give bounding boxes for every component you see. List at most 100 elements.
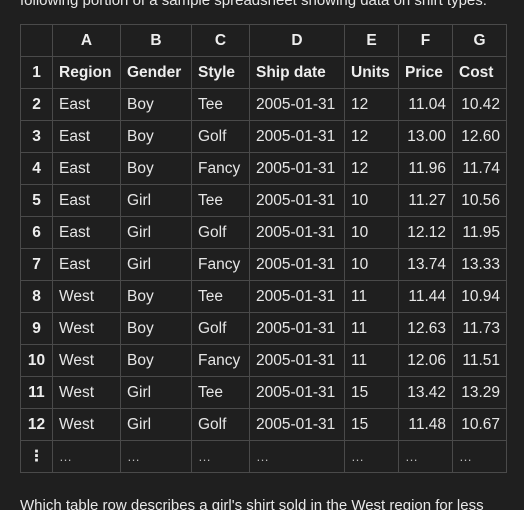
column-header-d: D <box>249 24 345 57</box>
row-number: 3 <box>20 120 53 153</box>
row-number: 4 <box>20 152 53 185</box>
table-row: 3 East Boy Golf 2005-01-31 12 13.00 12.6… <box>20 120 507 153</box>
cell-style: Tee <box>191 184 250 217</box>
cell-units: 10 <box>344 216 399 249</box>
cell-ship-date: 2005-01-31 <box>249 88 345 121</box>
cell-ship-date: 2005-01-31 <box>249 120 345 153</box>
cell-price: 11.44 <box>398 280 453 313</box>
cell-region: West <box>52 376 121 409</box>
field-header-cost: Cost <box>452 56 507 89</box>
cell-units: 15 <box>344 376 399 409</box>
cell-cost: 13.33 <box>452 248 507 281</box>
cell-price: 13.00 <box>398 120 453 153</box>
corner-cell <box>20 24 53 57</box>
table-row: 2 East Boy Tee 2005-01-31 12 11.04 10.42 <box>20 88 507 121</box>
outro-text: Which table row describes a girl's shirt… <box>20 497 484 510</box>
table-row: 4 East Boy Fancy 2005-01-31 12 11.96 11.… <box>20 152 507 185</box>
cell-style: Fancy <box>191 248 250 281</box>
cell-style: Tee <box>191 88 250 121</box>
cell-cost: 11.51 <box>452 344 507 377</box>
row-number: 2 <box>20 88 53 121</box>
cell-gender: Girl <box>120 376 192 409</box>
cell-units: 12 <box>344 120 399 153</box>
cell-gender: Boy <box>120 312 192 345</box>
cell-style: Golf <box>191 216 250 249</box>
row-number: 5 <box>20 184 53 217</box>
cell-gender: Girl <box>120 184 192 217</box>
field-header-gender: Gender <box>120 56 192 89</box>
cell-gender: Boy <box>120 120 192 153</box>
row-number: 6 <box>20 216 53 249</box>
cell-price: 11.48 <box>398 408 453 441</box>
cell-cost: 11.73 <box>452 312 507 345</box>
cell-gender: Boy <box>120 152 192 185</box>
cell-cost: 10.56 <box>452 184 507 217</box>
cell-style: Fancy <box>191 344 250 377</box>
cell-price: 11.04 <box>398 88 453 121</box>
row-number: 12 <box>20 408 53 441</box>
cell-units: 15 <box>344 408 399 441</box>
table-row: 8 West Boy Tee 2005-01-31 11 11.44 10.94 <box>20 280 507 313</box>
cell-units: 10 <box>344 248 399 281</box>
field-header-units: Units <box>344 56 399 89</box>
cell-units: 11 <box>344 280 399 313</box>
cell-region: East <box>52 88 121 121</box>
cell-region: East <box>52 184 121 217</box>
cell-ship-date: 2005-01-31 <box>249 184 345 217</box>
cell-ship-date: 2005-01-31 <box>249 152 345 185</box>
cell-gender: Boy <box>120 344 192 377</box>
table-row: 11 West Girl Tee 2005-01-31 15 13.42 13.… <box>20 376 507 409</box>
cell-ship-date: 2005-01-31 <box>249 376 345 409</box>
cell-gender: Girl <box>120 248 192 281</box>
spreadsheet-table: A B C D E F G 1 Region Gender Style Ship… <box>20 24 507 473</box>
row-number: 11 <box>20 376 53 409</box>
ellipsis-cell: … <box>344 440 399 473</box>
cell-ship-date: 2005-01-31 <box>249 280 345 313</box>
cell-region: West <box>52 344 121 377</box>
table-row: 9 West Boy Golf 2005-01-31 11 12.63 11.7… <box>20 312 507 345</box>
column-header-f: F <box>398 24 453 57</box>
ellipsis-cell: … <box>398 440 453 473</box>
cell-cost: 11.74 <box>452 152 507 185</box>
cell-price: 12.12 <box>398 216 453 249</box>
table-row: 6 East Girl Golf 2005-01-31 10 12.12 11.… <box>20 216 507 249</box>
intro-text: following portion of a sample spreadshee… <box>20 0 487 9</box>
table-row: 10 West Boy Fancy 2005-01-31 11 12.06 11… <box>20 344 507 377</box>
cell-cost: 10.67 <box>452 408 507 441</box>
field-header-price: Price <box>398 56 453 89</box>
cell-units: 12 <box>344 152 399 185</box>
cell-region: East <box>52 152 121 185</box>
ellipsis-cell: … <box>52 440 121 473</box>
cell-gender: Boy <box>120 280 192 313</box>
cell-region: West <box>52 312 121 345</box>
table-row: 5 East Girl Tee 2005-01-31 10 11.27 10.5… <box>20 184 507 217</box>
cell-cost: 11.95 <box>452 216 507 249</box>
cell-style: Golf <box>191 408 250 441</box>
row-number: 10 <box>20 344 53 377</box>
cell-price: 11.27 <box>398 184 453 217</box>
cell-style: Golf <box>191 120 250 153</box>
cell-units: 12 <box>344 88 399 121</box>
row-number: 7 <box>20 248 53 281</box>
cell-ship-date: 2005-01-31 <box>249 216 345 249</box>
cell-region: East <box>52 248 121 281</box>
field-header-row: 1 Region Gender Style Ship date Units Pr… <box>20 56 507 89</box>
cell-units: 11 <box>344 344 399 377</box>
cell-cost: 13.29 <box>452 376 507 409</box>
cell-cost: 10.42 <box>452 88 507 121</box>
cell-price: 11.96 <box>398 152 453 185</box>
cell-price: 12.63 <box>398 312 453 345</box>
cell-cost: 12.60 <box>452 120 507 153</box>
column-header-c: C <box>191 24 250 57</box>
cell-price: 13.42 <box>398 376 453 409</box>
cell-ship-date: 2005-01-31 <box>249 344 345 377</box>
cell-cost: 10.94 <box>452 280 507 313</box>
table-row: 7 East Girl Fancy 2005-01-31 10 13.74 13… <box>20 248 507 281</box>
column-header-row: A B C D E F G <box>20 24 507 57</box>
ellipsis-row: ⋮ … … … … … … … <box>20 440 507 473</box>
cell-gender: Boy <box>120 88 192 121</box>
cell-ship-date: 2005-01-31 <box>249 248 345 281</box>
ellipsis-cell: … <box>120 440 192 473</box>
table-row: 12 West Girl Golf 2005-01-31 15 11.48 10… <box>20 408 507 441</box>
cell-region: East <box>52 216 121 249</box>
